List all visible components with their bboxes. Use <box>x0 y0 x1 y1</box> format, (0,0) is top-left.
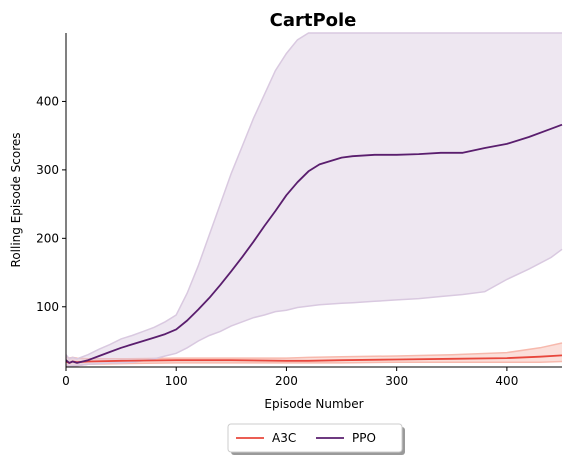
x-tick-label: 200 <box>275 374 298 388</box>
legend: A3C PPO <box>228 424 405 455</box>
x-axis-label: Episode Number <box>264 397 363 411</box>
series-band-ppo <box>66 33 562 366</box>
x-tick-label: 100 <box>165 374 188 388</box>
chart-title: CartPole <box>270 10 357 31</box>
y-axis-label: Rolling Episode Scores <box>9 133 23 268</box>
y-tick-label: 400 <box>36 94 59 108</box>
x-tick-label: 300 <box>385 374 408 388</box>
legend-label-a3c: A3C <box>272 431 296 445</box>
plot-area <box>66 33 562 366</box>
legend-label-ppo: PPO <box>352 431 376 445</box>
y-tick-label: 200 <box>36 231 59 245</box>
x-tick-label: 0 <box>62 374 70 388</box>
y-tick-label: 100 <box>36 300 59 314</box>
x-tick-label: 400 <box>495 374 518 388</box>
y-tick-label: 300 <box>36 163 59 177</box>
